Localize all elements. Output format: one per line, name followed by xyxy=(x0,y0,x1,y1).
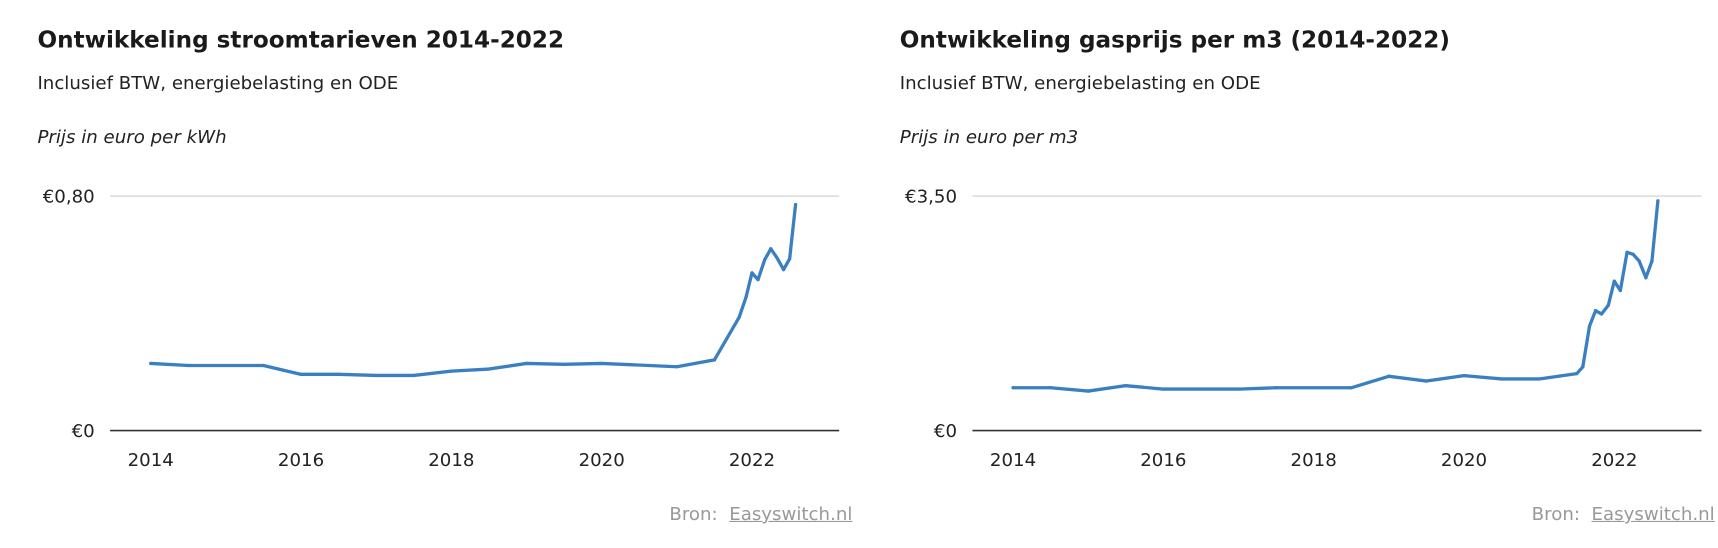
x-tick-label: 2022 xyxy=(729,450,775,471)
x-tick-label: 2014 xyxy=(128,450,174,471)
data-point xyxy=(1612,279,1616,283)
x-tick-label: 2014 xyxy=(990,450,1036,471)
x-tick-label: 2018 xyxy=(428,450,474,471)
data-point xyxy=(763,258,767,262)
x-tick-label: 2016 xyxy=(278,450,324,471)
chart-plot: €0 €0,80 2014 2016 2018 2020 2022 xyxy=(43,187,840,471)
data-point xyxy=(186,363,190,368)
y-tick-label: €0 xyxy=(934,421,957,442)
series-line xyxy=(150,204,798,378)
data-point xyxy=(1537,377,1541,381)
data-point xyxy=(750,271,754,275)
data-point xyxy=(675,365,679,369)
data-point xyxy=(1161,387,1166,391)
x-tick-label: 2020 xyxy=(1441,450,1487,471)
data-point xyxy=(149,361,153,366)
source-link[interactable]: Easyswitch.nl xyxy=(729,503,853,525)
data-point xyxy=(299,372,303,376)
source-note: Bron: Easyswitch.nl xyxy=(1532,503,1715,524)
data-point xyxy=(1086,389,1090,393)
y-tick-label: €3,50 xyxy=(905,187,957,208)
data-point xyxy=(1424,379,1429,383)
chart-subtitle: Inclusief BTW, energiebelasting en ODE xyxy=(37,72,399,94)
data-point xyxy=(769,247,773,251)
data-point xyxy=(1637,259,1641,263)
chart-plot: €0 €3,50 2014 2016 2018 2020 2022 xyxy=(905,187,1702,471)
source-label: Bron: xyxy=(1531,503,1580,525)
x-tick-label: 2022 xyxy=(1591,450,1637,471)
data-point xyxy=(600,361,604,366)
data-point xyxy=(1387,374,1391,378)
data-point xyxy=(524,361,529,366)
source-note: Bron: Easyswitch.nl xyxy=(669,503,852,524)
data-point xyxy=(412,373,416,378)
data-point xyxy=(449,369,454,373)
y-tick-label: €0,80 xyxy=(43,187,95,208)
data-point xyxy=(1124,384,1128,388)
data-point xyxy=(1631,252,1635,256)
data-point xyxy=(1587,324,1592,328)
y-tick-label: €0 xyxy=(72,421,95,442)
data-point xyxy=(793,202,798,207)
data-point xyxy=(1462,373,1466,378)
gas-chart: Ontwikkeling gasprijs per m3 (2014-2022)… xyxy=(900,0,1715,548)
data-point xyxy=(1048,386,1053,390)
series-line xyxy=(1013,200,1660,393)
data-point xyxy=(562,362,566,366)
y-axis-label: Prijs in euro per kWh xyxy=(37,126,227,148)
data-point xyxy=(1011,386,1015,390)
x-tick-label: 2020 xyxy=(579,450,625,471)
data-point xyxy=(1644,276,1648,280)
data-point xyxy=(1650,259,1654,263)
data-point xyxy=(781,267,786,272)
data-point xyxy=(737,315,741,319)
data-point xyxy=(712,358,717,362)
chart-title: Ontwikkeling gasprijs per m3 (2014-2022) xyxy=(899,26,1450,53)
data-point xyxy=(1625,250,1629,254)
data-point xyxy=(1656,199,1660,203)
data-point xyxy=(487,367,491,371)
data-point xyxy=(1618,288,1622,293)
source-label: Bron: xyxy=(669,503,718,525)
electricity-chart: Ontwikkeling stroomtarieven 2014-2022 In… xyxy=(37,0,852,548)
source-link[interactable]: Easyswitch.nl xyxy=(1591,503,1715,525)
data-point xyxy=(787,257,792,261)
data-point xyxy=(1599,312,1604,316)
x-tick-label: 2018 xyxy=(1291,450,1337,471)
data-point xyxy=(1499,377,1504,381)
data-point xyxy=(261,363,266,368)
data-point xyxy=(1349,386,1353,390)
data-point xyxy=(1274,386,1278,390)
data-point xyxy=(775,255,779,260)
data-point xyxy=(374,373,378,378)
data-point xyxy=(756,277,760,282)
data-point xyxy=(1593,308,1598,313)
data-point xyxy=(1236,387,1241,391)
data-point xyxy=(336,372,341,376)
chart-title: Ontwikkeling stroomtarieven 2014-2022 xyxy=(37,26,565,53)
y-axis-label: Prijs in euro per m3 xyxy=(899,126,1079,148)
data-point xyxy=(1575,371,1579,376)
data-point xyxy=(1606,303,1610,307)
chart-subtitle: Inclusief BTW, energiebelasting en ODE xyxy=(899,72,1261,94)
data-point xyxy=(744,295,748,299)
data-point xyxy=(1581,365,1585,369)
x-tick-label: 2016 xyxy=(1140,450,1186,471)
